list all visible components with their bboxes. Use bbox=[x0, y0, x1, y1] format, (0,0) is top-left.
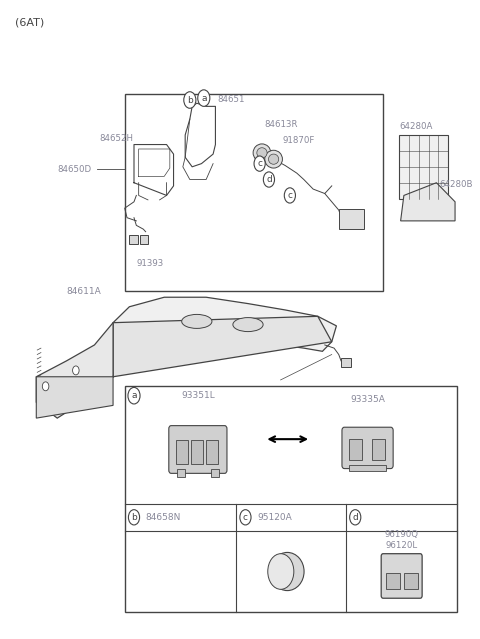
Circle shape bbox=[198, 90, 210, 106]
Text: b: b bbox=[131, 513, 137, 522]
Text: a: a bbox=[201, 93, 206, 103]
Circle shape bbox=[184, 92, 196, 108]
Ellipse shape bbox=[182, 314, 212, 328]
FancyBboxPatch shape bbox=[381, 553, 422, 598]
Polygon shape bbox=[401, 183, 455, 221]
Text: 84658N: 84658N bbox=[145, 513, 181, 522]
Bar bbox=[399, 135, 448, 199]
Text: 84650D: 84650D bbox=[57, 165, 91, 174]
Text: c: c bbox=[288, 191, 292, 200]
Ellipse shape bbox=[271, 553, 304, 590]
Text: 95120A: 95120A bbox=[257, 513, 292, 522]
Bar bbox=[125, 387, 457, 612]
Text: 96190Q
96120L: 96190Q 96120L bbox=[384, 530, 419, 550]
Circle shape bbox=[42, 382, 49, 391]
Text: 64280B: 64280B bbox=[440, 180, 473, 189]
FancyBboxPatch shape bbox=[169, 426, 227, 473]
Circle shape bbox=[129, 510, 140, 525]
Circle shape bbox=[264, 172, 275, 187]
Circle shape bbox=[268, 553, 294, 589]
Bar bbox=[140, 235, 148, 245]
Text: 91393: 91393 bbox=[137, 259, 164, 268]
Circle shape bbox=[128, 387, 140, 404]
Text: c: c bbox=[257, 159, 262, 168]
Text: 1249GB: 1249GB bbox=[281, 387, 316, 396]
Polygon shape bbox=[36, 377, 113, 418]
Polygon shape bbox=[113, 316, 332, 377]
Circle shape bbox=[254, 156, 265, 171]
Bar bbox=[129, 235, 138, 245]
Bar bbox=[191, 440, 203, 464]
Text: d: d bbox=[352, 513, 358, 522]
Bar bbox=[205, 440, 217, 464]
Text: (6AT): (6AT) bbox=[15, 17, 45, 27]
Bar bbox=[177, 469, 185, 477]
Text: 91870F: 91870F bbox=[283, 135, 315, 144]
Circle shape bbox=[72, 366, 79, 375]
Bar bbox=[372, 440, 385, 460]
Text: 93351L: 93351L bbox=[181, 390, 215, 400]
Bar bbox=[404, 573, 418, 589]
Bar bbox=[349, 465, 386, 471]
Circle shape bbox=[349, 510, 361, 525]
Text: 84613R: 84613R bbox=[264, 119, 298, 128]
Bar bbox=[341, 358, 351, 367]
Bar bbox=[386, 573, 400, 589]
Text: 84611A: 84611A bbox=[67, 287, 101, 296]
Text: 64280A: 64280A bbox=[399, 122, 432, 131]
Text: a: a bbox=[131, 391, 137, 400]
Ellipse shape bbox=[257, 148, 267, 158]
Ellipse shape bbox=[268, 154, 279, 164]
Text: c: c bbox=[243, 513, 248, 522]
Text: 93335A: 93335A bbox=[350, 395, 385, 404]
Bar bbox=[211, 469, 219, 477]
Text: 84652H: 84652H bbox=[99, 134, 133, 142]
FancyBboxPatch shape bbox=[342, 427, 393, 468]
Circle shape bbox=[240, 510, 251, 525]
Text: b: b bbox=[187, 95, 192, 105]
Polygon shape bbox=[113, 297, 336, 351]
Bar bbox=[349, 440, 362, 460]
Ellipse shape bbox=[253, 144, 271, 162]
Circle shape bbox=[284, 188, 296, 203]
Text: 84651: 84651 bbox=[218, 95, 245, 104]
Ellipse shape bbox=[265, 150, 282, 168]
Polygon shape bbox=[36, 323, 125, 418]
Bar bbox=[339, 209, 364, 229]
Bar bbox=[176, 440, 188, 464]
Text: d: d bbox=[266, 175, 272, 184]
Bar bbox=[125, 94, 383, 291]
Ellipse shape bbox=[233, 318, 263, 332]
